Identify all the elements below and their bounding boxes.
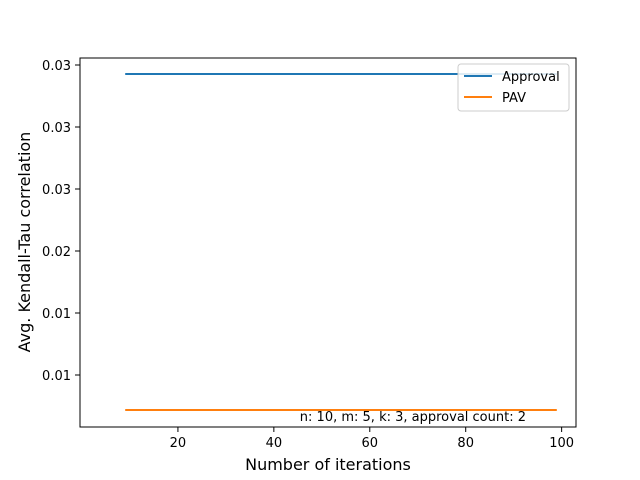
x-axis-label: Number of iterations (245, 455, 411, 474)
x-tick-label: 40 (266, 436, 283, 451)
x-tick-label: 100 (549, 436, 574, 451)
legend: Approval PAV (457, 63, 570, 112)
plot-area-frame (79, 57, 577, 428)
x-tick-label: 80 (457, 436, 474, 451)
legend-label-pav: PAV (502, 91, 526, 106)
x-tick-label: 20 (170, 436, 187, 451)
annotation-text: n: 10, m: 5, k: 3, approval count: 2 (300, 410, 526, 425)
y-tick-label: 0.02 (42, 245, 71, 260)
y-tick-label: 0.01 (42, 369, 71, 384)
y-tick-label: 0.01 (42, 307, 71, 322)
y-tick-label: 0.03 (42, 59, 71, 74)
y-axis-label: Avg. Kendall-Tau correlation (15, 132, 34, 353)
y-tick-label: 0.03 (42, 121, 71, 136)
legend-label-approval: Approval (502, 70, 560, 85)
x-tick-label: 60 (362, 436, 379, 451)
y-tick-label: 0.03 (42, 183, 71, 198)
